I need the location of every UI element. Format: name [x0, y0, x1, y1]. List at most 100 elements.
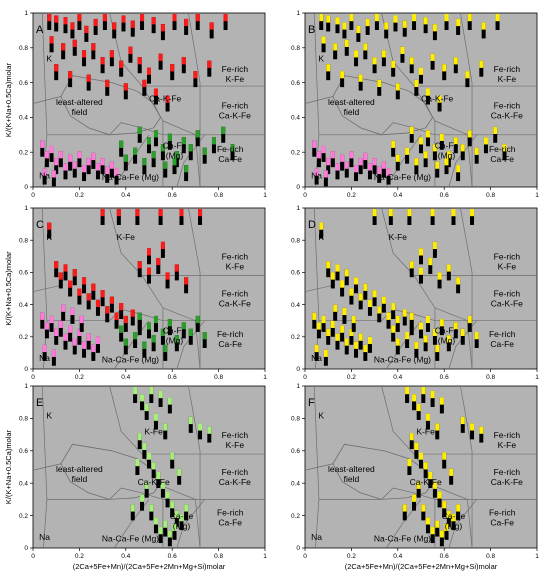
data-point — [449, 468, 454, 476]
data-bar — [425, 413, 430, 430]
data-point — [474, 332, 479, 340]
data-point — [72, 39, 77, 47]
field-label: Fe-rich K-Fe — [494, 64, 521, 84]
data-bar — [61, 304, 66, 321]
field-label: Fe-rich Ca-Fe — [217, 144, 244, 164]
data-bar — [211, 137, 216, 154]
data-bar — [142, 442, 147, 459]
data-bar — [405, 332, 410, 349]
data-point — [319, 222, 324, 230]
data-point — [344, 269, 349, 277]
data-point — [147, 67, 151, 75]
field-label: Ca-Fe (Mg) — [170, 511, 194, 531]
field-boundary — [434, 486, 473, 549]
data-point — [416, 481, 421, 489]
data-bar — [130, 504, 135, 521]
data-point — [177, 468, 182, 476]
data-point — [54, 328, 59, 336]
data-point — [44, 151, 49, 159]
data-bar — [381, 296, 386, 313]
data-point — [419, 248, 423, 256]
data-point — [470, 423, 475, 431]
data-bar — [456, 18, 461, 35]
data-bar — [221, 126, 226, 143]
data-bar — [437, 272, 442, 289]
data-point — [349, 328, 354, 336]
data-bar — [465, 71, 470, 88]
data-bar — [95, 299, 100, 316]
data-bar — [68, 154, 73, 171]
data-bar — [425, 315, 430, 332]
data-bar — [133, 332, 138, 349]
data-point — [40, 312, 45, 320]
data-point — [100, 57, 105, 65]
data-point — [49, 145, 54, 154]
x-tick-label: 0.4 — [121, 192, 130, 199]
data-bar — [54, 15, 59, 32]
data-bar — [344, 338, 349, 355]
data-point — [91, 344, 96, 353]
y-axis-title: K/(K+Na+0.5Ca)molar — [4, 251, 13, 326]
data-bar — [425, 517, 430, 534]
data-point — [40, 140, 45, 148]
data-bar — [323, 170, 328, 187]
data-bar — [147, 137, 151, 154]
data-point — [165, 491, 170, 499]
data-point — [414, 442, 419, 450]
data-point — [430, 209, 435, 217]
data-point — [456, 504, 461, 512]
data-bar — [326, 328, 331, 345]
data-point — [323, 349, 328, 357]
data-point — [116, 209, 121, 217]
data-point — [437, 491, 442, 499]
data-point — [407, 459, 412, 467]
data-bar — [151, 151, 156, 168]
x-tick-label: 0.8 — [486, 374, 495, 381]
data-point — [502, 144, 507, 152]
data-point — [51, 170, 56, 178]
data-bar — [195, 14, 200, 30]
data-bar — [209, 22, 214, 39]
data-bar — [100, 209, 105, 225]
data-point — [184, 18, 189, 27]
data-bar — [174, 151, 179, 168]
x-tick-label: 0 — [303, 374, 307, 381]
data-bar — [456, 504, 461, 521]
data-point — [179, 514, 184, 522]
data-point — [153, 315, 158, 324]
data-bar — [419, 248, 423, 265]
data-bar — [170, 501, 175, 518]
panel-c: 0 0.2 0.4 0.6 0.8 1 0 0.2 0.4 0.6 0.8 1 K K-Fe Fe-rich… — [4, 205, 267, 381]
field-label: K-Fe — [144, 427, 163, 437]
data-bar — [160, 481, 165, 498]
data-point — [446, 335, 451, 343]
data-bar — [372, 290, 377, 307]
panel-letter: D — [308, 219, 316, 231]
data-bar — [419, 322, 423, 339]
data-bar — [437, 491, 442, 508]
data-bar — [123, 154, 128, 171]
data-point — [330, 151, 335, 159]
x-axis-title: (2Ca+5Fe+Mn)/(2Ca+5Fe+2Mn+Mg+Si)molar — [73, 562, 226, 571]
panel-b: 0 0.2 0.4 0.6 0.8 1 0 0.2 0.4 0.6 0.8 1 K Fe-rich K-Fe… — [291, 10, 539, 199]
data-bar — [163, 344, 168, 361]
data-point — [340, 325, 345, 333]
data-bar — [363, 152, 368, 169]
data-bar — [142, 79, 147, 96]
y-tick-label: 0 — [24, 184, 28, 191]
data-point — [153, 517, 158, 525]
data-point — [342, 307, 347, 316]
data-bar — [158, 53, 163, 70]
data-bar — [367, 163, 372, 180]
field-label: Fe-rich K-Fe — [222, 64, 249, 84]
data-point — [77, 288, 82, 296]
data-point — [321, 145, 326, 154]
data-bar — [342, 22, 347, 39]
data-bar — [423, 335, 428, 352]
y-tick-label: 0.6 — [19, 80, 28, 87]
data-bar — [421, 504, 426, 521]
data-bar — [326, 158, 331, 175]
data-bar — [312, 140, 317, 157]
data-bar — [446, 264, 451, 281]
data-bar — [342, 307, 347, 324]
